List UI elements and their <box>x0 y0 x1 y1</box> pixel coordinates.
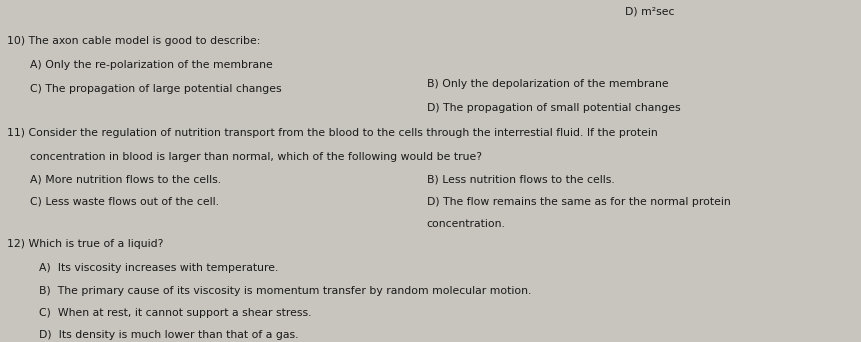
Text: C) The propagation of large potential changes: C) The propagation of large potential ch… <box>30 84 282 94</box>
Text: 11) Consider the regulation of nutrition transport from the blood to the cells t: 11) Consider the regulation of nutrition… <box>7 128 657 138</box>
Text: C) Less waste flows out of the cell.: C) Less waste flows out of the cell. <box>30 197 219 207</box>
Text: B) Only the depolarization of the membrane: B) Only the depolarization of the membra… <box>426 79 667 89</box>
Text: D)  Its density is much lower than that of a gas.: D) Its density is much lower than that o… <box>39 330 298 340</box>
Text: B) Less nutrition flows to the cells.: B) Less nutrition flows to the cells. <box>426 174 614 184</box>
Text: concentration.: concentration. <box>426 219 505 229</box>
Text: concentration in blood is larger than normal, which of the following would be tr: concentration in blood is larger than no… <box>30 152 481 162</box>
Text: 12) Which is true of a liquid?: 12) Which is true of a liquid? <box>7 239 163 249</box>
Text: C)  When at rest, it cannot support a shear stress.: C) When at rest, it cannot support a she… <box>39 308 311 318</box>
Text: A)  Its viscosity increases with temperature.: A) Its viscosity increases with temperat… <box>39 263 278 273</box>
Text: D) The flow remains the same as for the normal protein: D) The flow remains the same as for the … <box>426 197 729 207</box>
Text: D) m²sec: D) m²sec <box>624 7 673 17</box>
Text: A) Only the re-polarization of the membrane: A) Only the re-polarization of the membr… <box>30 60 273 70</box>
Text: B)  The primary cause of its viscosity is momentum transfer by random molecular : B) The primary cause of its viscosity is… <box>39 286 530 295</box>
Text: A) More nutrition flows to the cells.: A) More nutrition flows to the cells. <box>30 174 221 184</box>
Text: D) The propagation of small potential changes: D) The propagation of small potential ch… <box>426 103 679 113</box>
Text: 10) The axon cable model is good to describe:: 10) The axon cable model is good to desc… <box>7 36 260 46</box>
